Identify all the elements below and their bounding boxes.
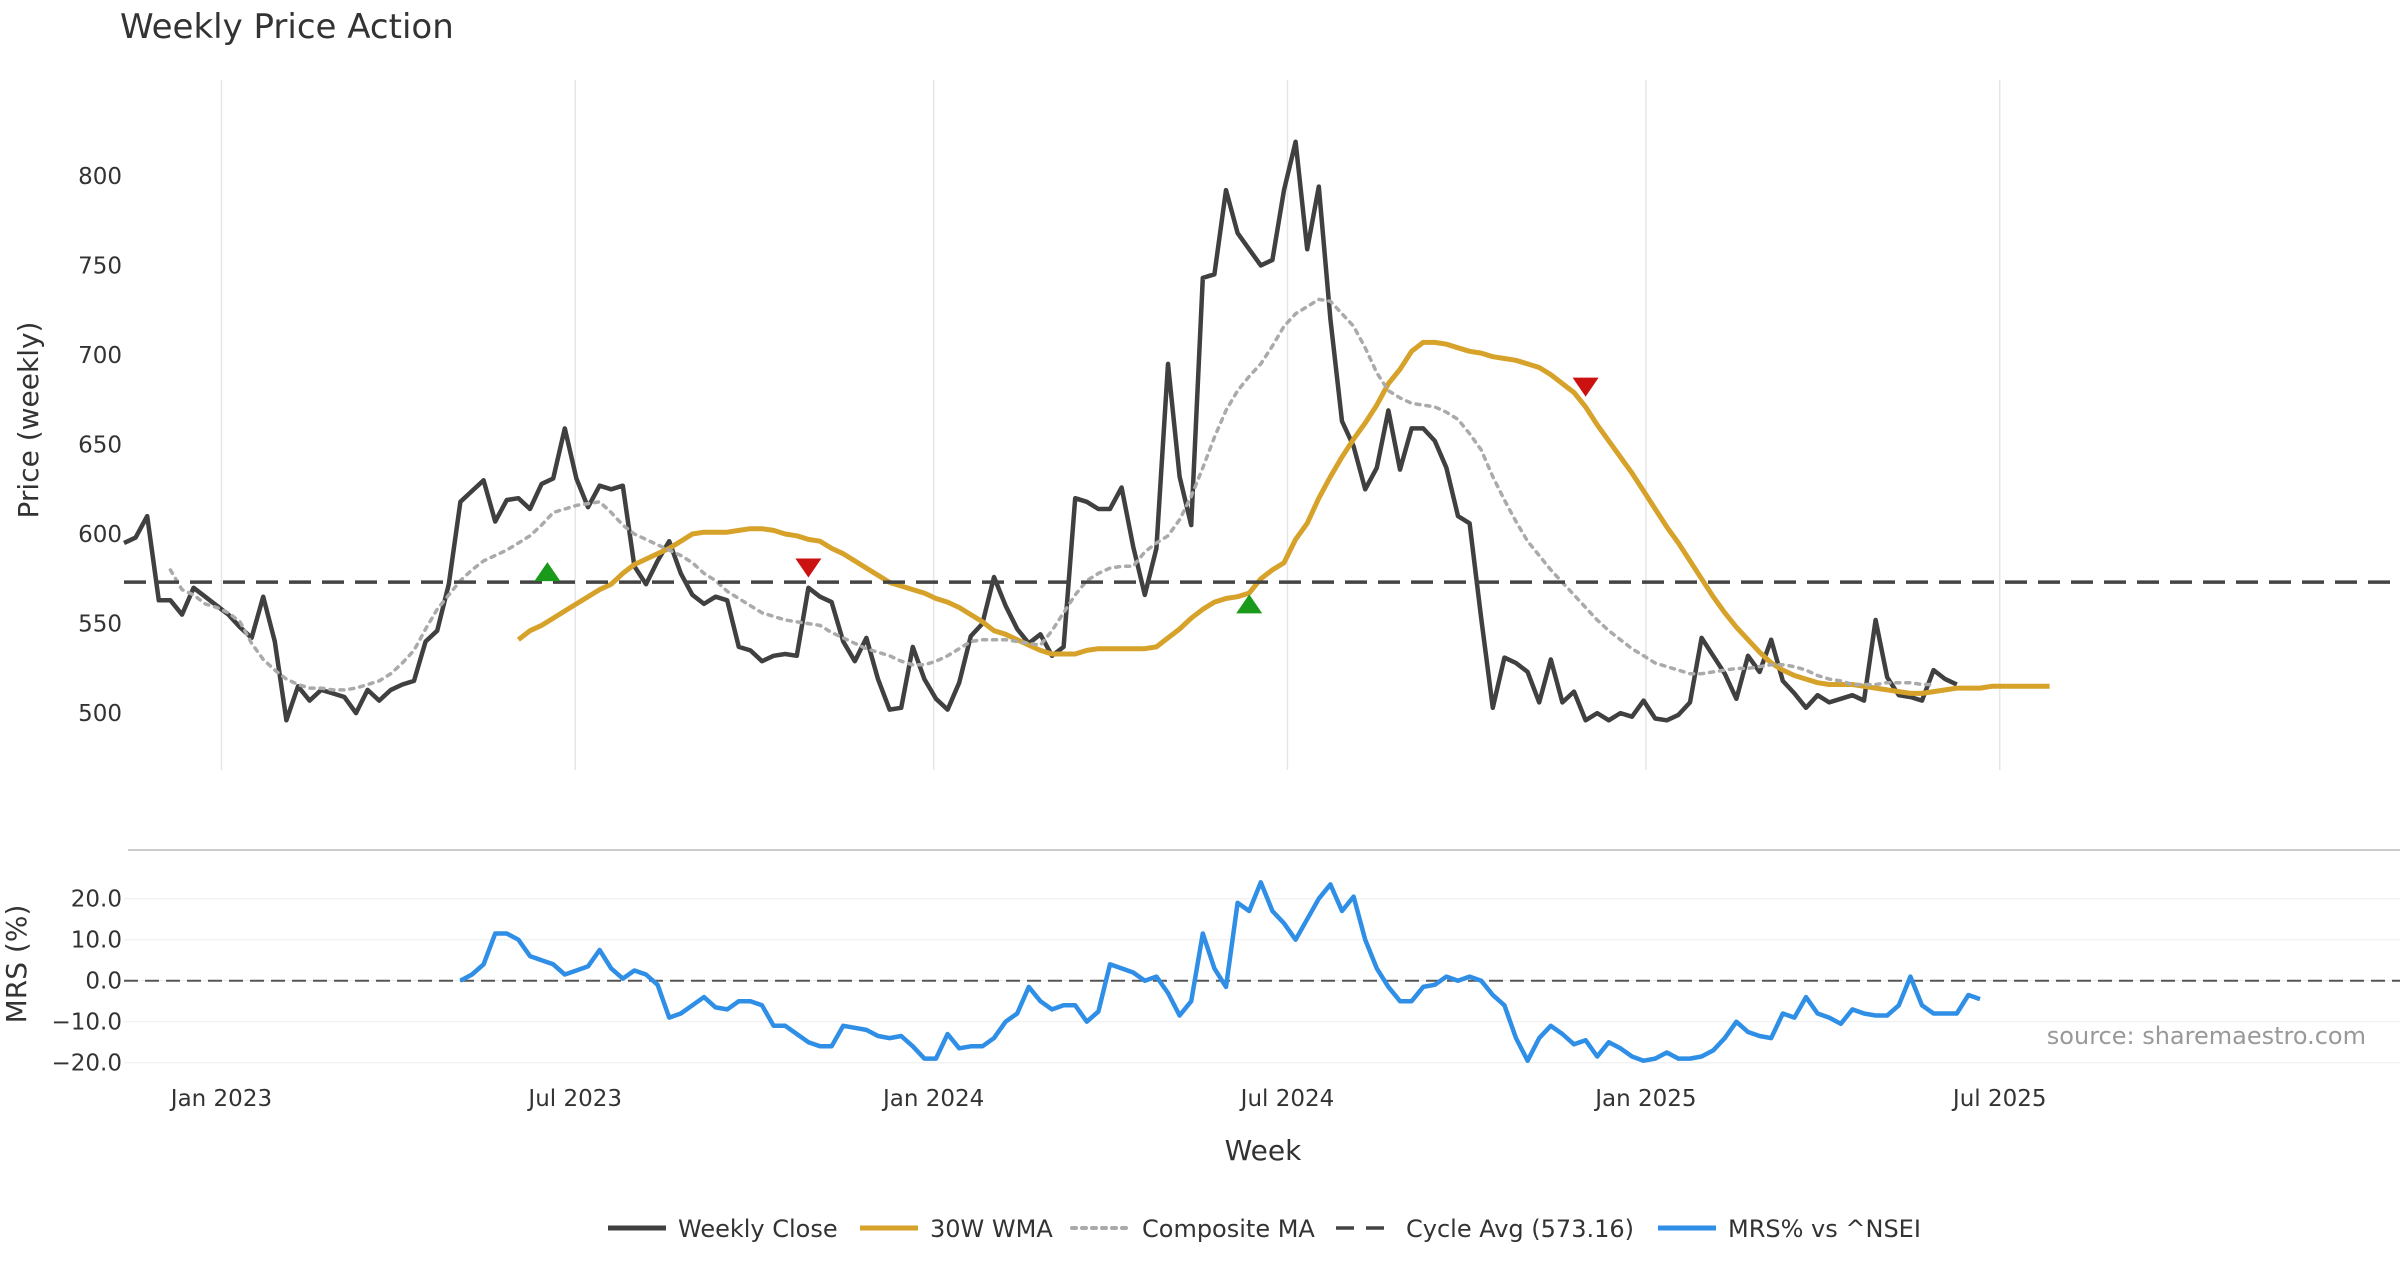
mrs-line: [459, 880, 1981, 1063]
buy-signal-marker: [1236, 594, 1263, 614]
x-tick-label: Jul 2023: [526, 1086, 622, 1112]
x-tick-label: Jul 2024: [1239, 1086, 1335, 1112]
mrs-ytick-label: 10.0: [71, 928, 122, 954]
legend-label: Composite MA: [1142, 1215, 1315, 1243]
buy-signal-marker: [534, 562, 561, 582]
sell-signal-marker: [795, 558, 822, 578]
x-tick-label: Jan 2025: [1593, 1086, 1696, 1112]
text-layer: Weekly Price Action Price (weekly) MRS (…: [0, 7, 2366, 1167]
price-axis-label: Price (weekly): [12, 322, 45, 519]
composite-ma-line: [168, 297, 1936, 692]
chart-title: Weekly Price Action: [120, 7, 454, 47]
legend-label: 30W WMA: [930, 1215, 1053, 1243]
legend-label: Weekly Close: [678, 1215, 838, 1243]
price-ytick-label: 550: [78, 612, 122, 638]
mrs-ytick-label: 20.0: [71, 887, 122, 913]
marker-layer: [534, 377, 1599, 614]
price-ytick-label: 650: [78, 432, 122, 458]
mrs-ytick-label: −10.0: [52, 1010, 122, 1036]
sell-signal-marker: [1572, 377, 1599, 397]
x-tick-label: Jan 2024: [881, 1086, 984, 1112]
x-tick-label: Jan 2023: [169, 1086, 272, 1112]
wma-line: [516, 339, 2050, 696]
weekly-close-line: [123, 139, 1958, 723]
price-ytick-label: 700: [78, 343, 122, 369]
x-axis-label: Week: [1225, 1134, 1302, 1167]
legend: Weekly Close 30W WMA Composite MA Cycle Avg…: [608, 1215, 1921, 1243]
series-layer: [123, 139, 2400, 1063]
mrs-ytick-label: −20.0: [52, 1051, 122, 1077]
price-ytick-label: 500: [78, 701, 122, 727]
x-tick-label: Jul 2025: [1951, 1086, 2047, 1112]
source-label: source: sharemaestro.com: [2047, 1022, 2366, 1050]
grid-layer: [124, 80, 2400, 1064]
legend-label: Cycle Avg (573.16): [1406, 1215, 1634, 1243]
price-ytick-label: 800: [78, 164, 122, 190]
legend-label: MRS% vs ^NSEI: [1728, 1215, 1921, 1243]
price-ytick-label: 750: [78, 253, 122, 279]
mrs-ytick-label: 0.0: [85, 969, 122, 995]
mrs-axis-label: MRS (%): [0, 905, 33, 1024]
price-ytick-label: 600: [78, 522, 122, 548]
